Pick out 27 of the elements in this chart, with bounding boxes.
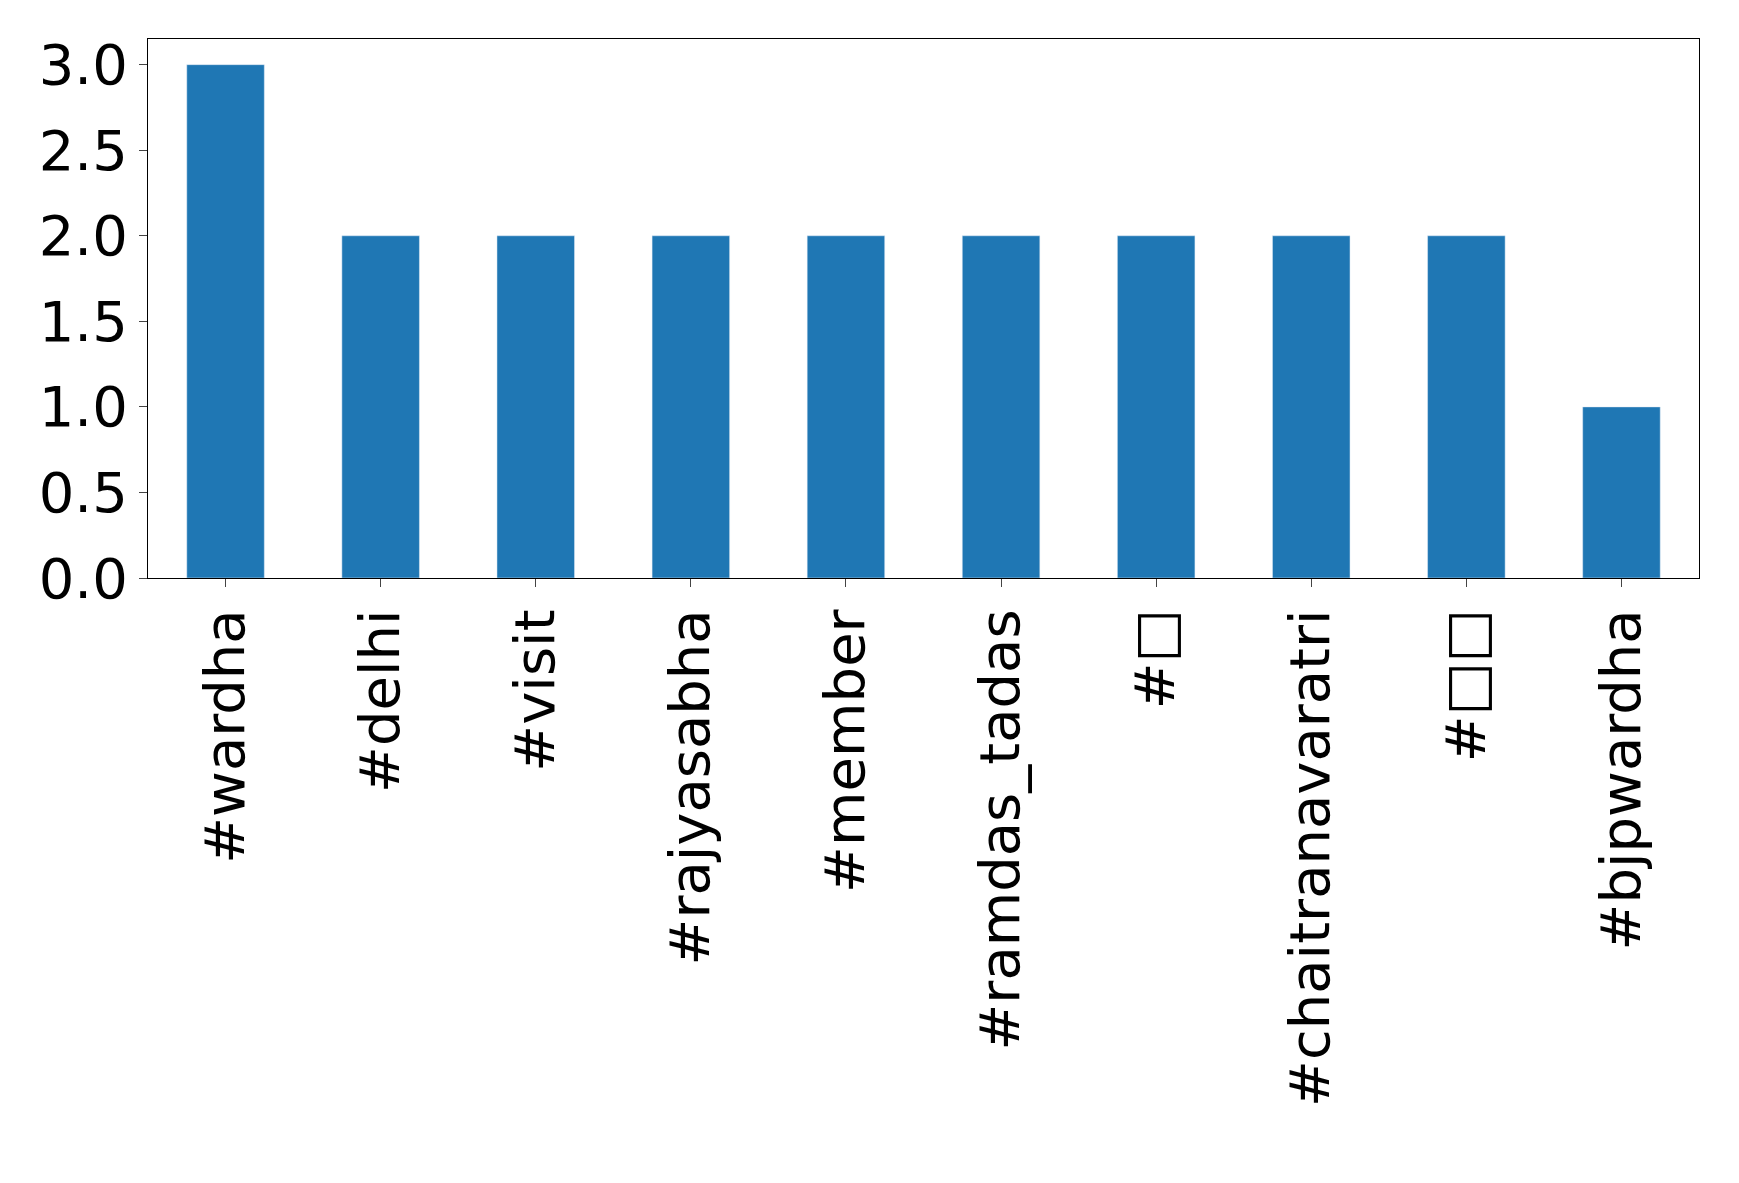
y-tick-label: 2.0: [38, 203, 128, 269]
bar: [651, 235, 730, 578]
y-tick-label: 3.0: [38, 32, 128, 98]
x-tick-label: #chaitranavaratri: [1277, 609, 1343, 1107]
x-tick-label: #rajyasabha: [657, 609, 723, 966]
bar: [341, 235, 420, 578]
x-tick-label: #visit: [501, 609, 567, 772]
x-tick-label: #□: [1122, 609, 1188, 710]
y-tick-label: 1.0: [38, 374, 128, 440]
x-tick-label: #delhi: [346, 609, 412, 793]
bar: [186, 64, 265, 578]
x-tick-label: #bjpwardha: [1587, 609, 1653, 951]
x-tick-label: #member: [812, 608, 878, 893]
bar: [1427, 235, 1506, 578]
y-tick-label: 0.0: [38, 545, 128, 611]
y-tick-label: 0.5: [38, 460, 128, 526]
bar: [1582, 406, 1661, 578]
x-tick-label: #wardha: [191, 609, 257, 864]
x-tick-label: #ramdas_tadas: [967, 609, 1033, 1051]
x-tick-label: #□□: [1432, 609, 1498, 763]
y-tick-label: 1.5: [38, 288, 128, 354]
bar: [1272, 235, 1351, 578]
bar: [496, 235, 575, 578]
y-tick-label: 2.5: [38, 117, 128, 183]
bar: [962, 235, 1041, 578]
bar: [806, 235, 885, 578]
bar: [1117, 235, 1196, 578]
